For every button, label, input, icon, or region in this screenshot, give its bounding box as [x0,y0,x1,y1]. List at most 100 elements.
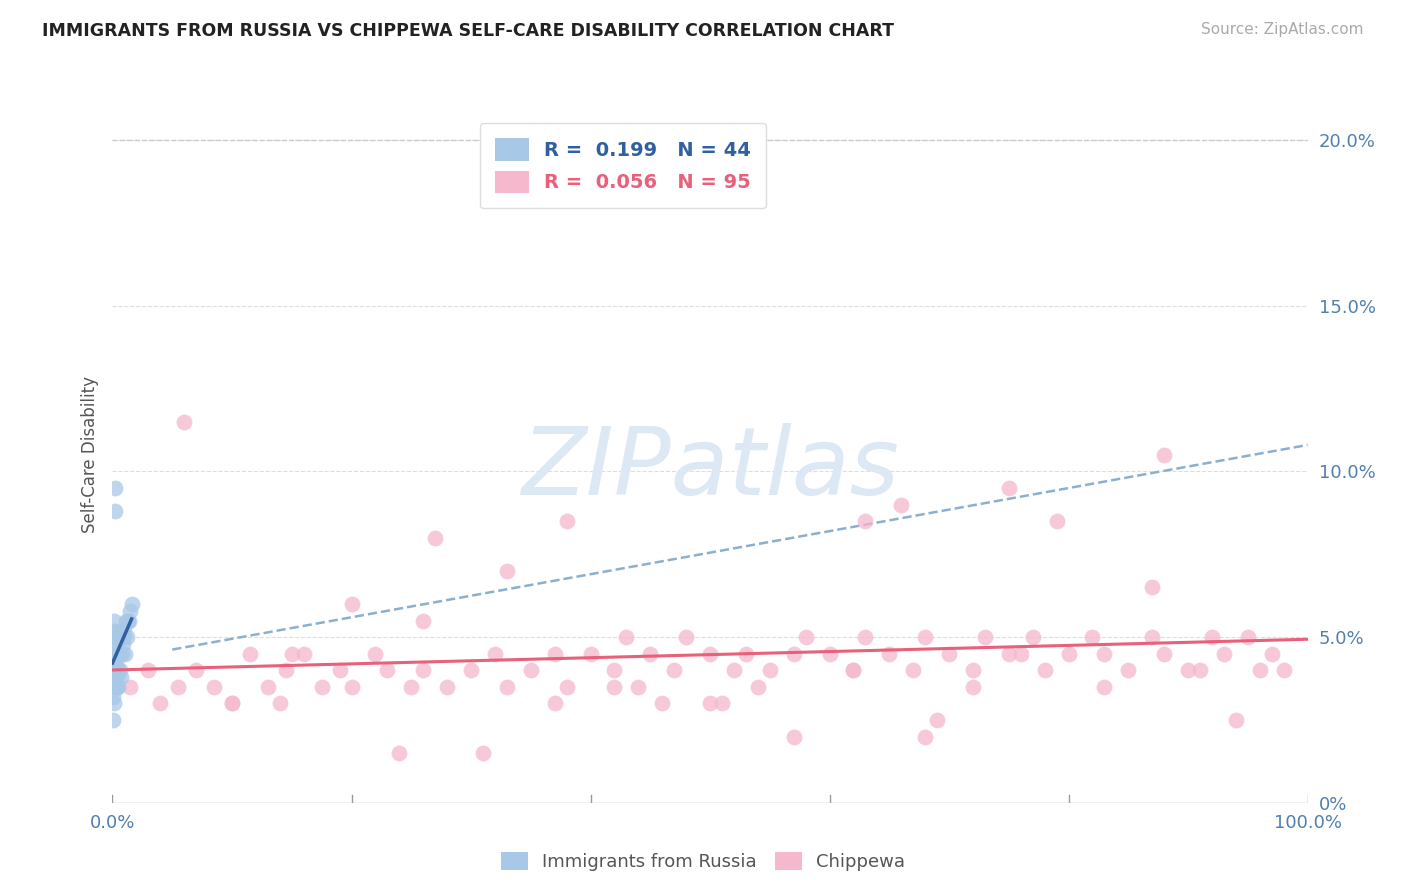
Point [110,670,132,684]
Point [121,597,143,611]
Point [914,730,936,744]
Point [794,630,817,644]
Point [938,647,960,661]
Point [105,663,128,677]
Point [167,680,190,694]
Point [782,647,804,661]
Point [1153,448,1175,462]
Point [1272,663,1295,677]
Point [256,680,278,694]
Point [998,647,1021,661]
Point [603,663,626,677]
Point [104,657,127,671]
Point [105,680,128,694]
Text: IMMIGRANTS FROM RUSSIA VS CHIPPEWA SELF-CARE DISABILITY CORRELATION CHART: IMMIGRANTS FROM RUSSIA VS CHIPPEWA SELF-… [42,22,894,40]
Point [104,481,127,495]
Point [118,614,141,628]
Point [112,637,135,651]
Point [914,630,936,644]
Point [1212,647,1236,661]
Point [675,630,697,644]
Point [107,680,129,694]
Point [1081,630,1104,644]
Point [311,680,333,694]
Point [412,663,434,677]
Point [110,647,132,661]
Point [340,680,363,694]
Point [221,697,243,711]
Point [388,746,411,760]
Point [105,670,128,684]
Point [842,663,865,677]
Point [842,663,865,677]
Point [401,680,423,694]
Point [638,647,662,661]
Point [1057,647,1080,661]
Point [627,680,650,694]
Point [103,697,125,711]
Point [973,630,995,644]
Point [723,663,745,677]
Point [1021,630,1043,644]
Point [105,630,128,644]
Point [292,647,315,661]
Point [107,630,129,644]
Point [104,624,127,638]
Point [890,498,912,512]
Point [101,680,124,694]
Point [1260,647,1282,661]
Point [114,630,135,644]
Point [1249,663,1271,677]
Point [111,647,134,661]
Point [782,730,804,744]
Point [412,614,434,628]
Point [1092,680,1115,694]
Point [555,680,578,694]
Legend: R =  0.199   N = 44, R =  0.056   N = 95: R = 0.199 N = 44, R = 0.056 N = 95 [481,123,766,209]
Text: Source: ZipAtlas.com: Source: ZipAtlas.com [1201,22,1364,37]
Point [105,647,128,661]
Point [651,697,673,711]
Point [520,663,543,677]
Point [115,630,138,644]
Point [853,630,877,644]
Point [436,680,458,694]
Point [173,415,195,429]
Point [1189,663,1212,677]
Point [818,647,841,661]
Point [108,663,131,677]
Point [460,663,482,677]
Point [186,663,208,677]
Point [1140,581,1163,595]
Point [579,647,602,661]
Point [877,647,900,661]
Legend: Immigrants from Russia, Chippewa: Immigrants from Russia, Chippewa [494,845,912,879]
Point [108,647,131,661]
Point [138,663,160,677]
Point [425,531,447,545]
Point [111,630,134,644]
Point [1010,647,1032,661]
Point [103,614,125,628]
Point [104,663,127,677]
Point [103,690,125,704]
Point [110,630,132,644]
Point [555,514,578,528]
Point [107,637,129,651]
Point [1225,713,1247,727]
Point [274,663,297,677]
Point [103,647,125,661]
Point [1033,663,1056,677]
Point [853,514,877,528]
Point [120,604,142,618]
Point [105,680,128,694]
Point [101,670,124,684]
Point [1092,647,1115,661]
Point [496,564,519,578]
Point [759,663,782,677]
Y-axis label: Self-Care Disability: Self-Care Disability [82,376,100,533]
Point [112,624,135,638]
Point [1237,630,1260,644]
Point [962,680,984,694]
Point [962,663,984,677]
